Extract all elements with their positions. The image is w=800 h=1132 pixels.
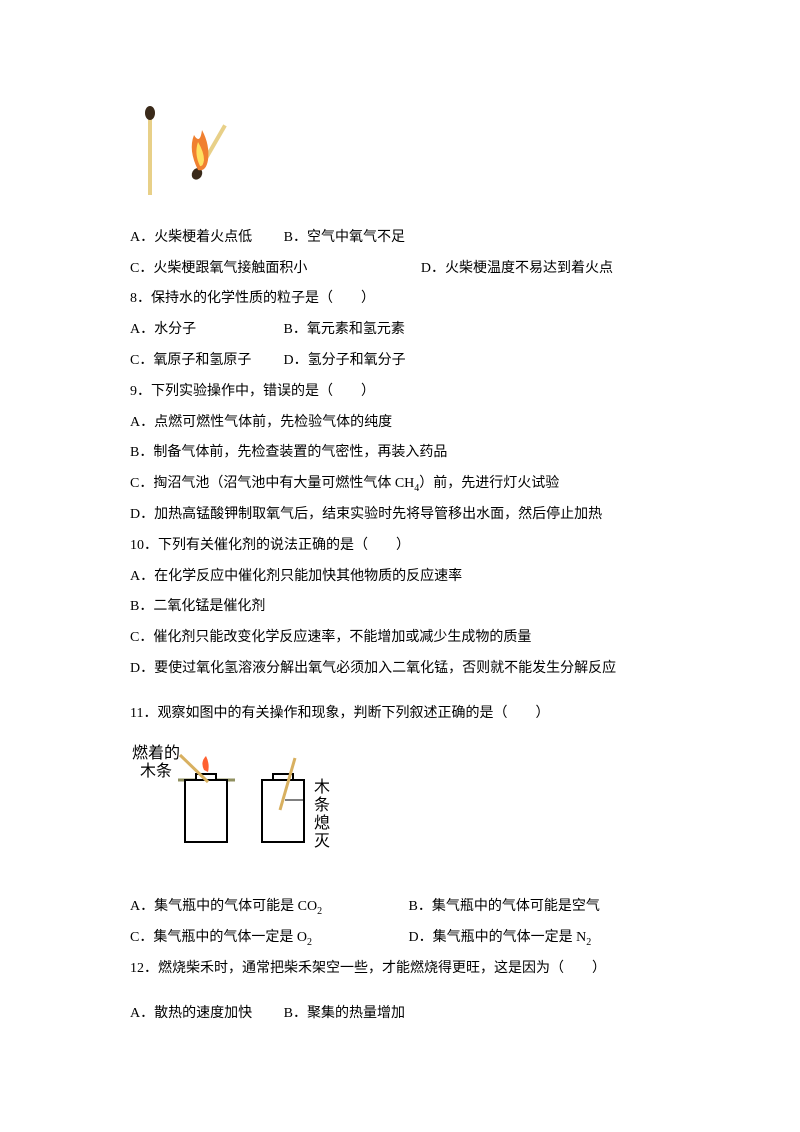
label-burning-top: 燃着的 [132, 744, 180, 762]
q9-stem: 9．下列实验操作中，错误的是（ ） [130, 377, 670, 408]
q9-opt-b: B．制备气体前，先检查装置的气密性，再装入药品 [130, 438, 670, 469]
q8-stem: 8．保持水的化学性质的粒子是（ ） [130, 284, 670, 315]
match-image [130, 100, 670, 213]
label-burning-bottom: 木条 [140, 762, 172, 780]
q10-opt-a: A．在化学反应中催化剂只能加快其他物质的反应速率 [130, 562, 670, 593]
q10-stem: 10．下列有关催化剂的说法正确的是（ ） [130, 531, 670, 562]
q7-opt-a: A．火柴梗着火点低 [130, 223, 252, 254]
label-ext-1: 木 [314, 778, 330, 796]
q7-opt-d: D．火柴梗温度不易达到着火点 [421, 254, 613, 285]
q8-opt-d: D．氢分子和氧分子 [284, 346, 406, 377]
q8-opt-a: A．水分子 [130, 315, 280, 346]
q7-opt-c: C．火柴梗跟氧气接触面积小 [130, 254, 307, 285]
q12-opt-a: A．散热的速度加快 [130, 999, 252, 1030]
q9-opt-a: A．点燃可燃性气体前，先检验气体的纯度 [130, 408, 670, 439]
q8-opt-b: B．氧元素和氢元素 [284, 315, 405, 346]
q11-stem: 11．观察如图中的有关操作和现象，判断下列叙述正确的是（ ） [130, 699, 670, 730]
q8-opt-c: C．氧原子和氢原子 [130, 346, 280, 377]
q9-opt-d: D．加热高锰酸钾制取氧气后，结束实验时先将导管移出水面，然后停止加热 [130, 500, 670, 531]
q10-opt-b: B．二氧化锰是催化剂 [130, 592, 670, 623]
bottle-image: 燃着的 木条 木 条 熄 灭 [130, 740, 670, 883]
q11-opt-d: D．集气瓶中的气体一定是 N2 [409, 923, 592, 954]
q11-opt-c: C．集气瓶中的气体一定是 O2 [130, 923, 405, 954]
label-ext-3: 熄 [314, 814, 330, 832]
label-ext-2: 条 [314, 796, 330, 814]
q12-opt-b: B．聚集的热量增加 [284, 999, 405, 1030]
q11-opt-a: A．集气瓶中的气体可能是 CO2 [130, 892, 405, 923]
label-ext-4: 灭 [314, 833, 330, 850]
q9-opt-c: C．掏沼气池（沼气池中有大量可燃性气体 CH4）前，先进行灯火试验 [130, 469, 670, 500]
q10-opt-c: C．催化剂只能改变化学反应速率，不能增加或减少生成物的质量 [130, 623, 670, 654]
q7-opt-b: B．空气中氧气不足 [284, 223, 405, 254]
q10-opt-d: D．要使过氧化氢溶液分解出氧气必须加入二氧化锰，否则就不能发生分解反应 [130, 654, 670, 685]
q11-opt-b: B．集气瓶中的气体可能是空气 [409, 892, 600, 923]
q12-stem: 12．燃烧柴禾时，通常把柴禾架空一些，才能燃烧得更旺，这是因为（ ） [130, 954, 670, 985]
